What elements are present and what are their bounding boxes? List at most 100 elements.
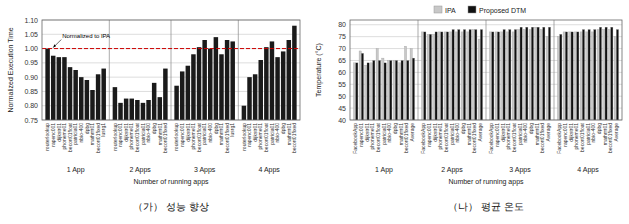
- bar: [529, 30, 531, 120]
- bar: [197, 47, 201, 120]
- bar: [475, 30, 477, 120]
- y-tick-label: 75: [338, 33, 346, 40]
- bar: [253, 74, 257, 120]
- bar: [446, 32, 448, 120]
- group-label: 1 App: [375, 166, 393, 174]
- y-tick-label: 40: [338, 117, 346, 124]
- bar: [258, 60, 262, 120]
- y-tick-label: 1.00: [24, 45, 38, 52]
- bar: [180, 71, 184, 120]
- y-tick-label: 0.85: [24, 88, 38, 95]
- bar: [469, 30, 471, 120]
- bar: [520, 27, 522, 120]
- bar: [247, 77, 251, 120]
- bar: [605, 27, 607, 120]
- y-tick-label: 1.10: [24, 17, 38, 24]
- bar: [393, 60, 395, 120]
- bar: [608, 30, 610, 120]
- bar: [565, 32, 567, 120]
- bar: [353, 63, 355, 120]
- bar: [503, 30, 505, 120]
- bar: [574, 32, 576, 120]
- bar: [450, 32, 452, 120]
- bar: [387, 60, 389, 120]
- group-label: 3 Apps: [509, 166, 531, 174]
- bar: [560, 34, 562, 120]
- bar: [62, 57, 66, 120]
- bar: [577, 32, 579, 120]
- bar: [472, 30, 474, 120]
- bar: [101, 69, 105, 120]
- y-tick-label: 1.05: [24, 31, 38, 38]
- bar: [365, 65, 367, 120]
- bar: [582, 30, 584, 120]
- bar: [588, 30, 590, 120]
- figure: 0.750.800.850.900.951.001.051.10Normaliz…: [0, 0, 629, 224]
- bar: [163, 69, 167, 120]
- bar: [461, 32, 463, 120]
- bar: [370, 63, 372, 120]
- bar: [135, 100, 139, 120]
- y-tick-label: 0.80: [24, 102, 38, 109]
- y-tick-label: 60: [338, 69, 346, 76]
- bar: [96, 74, 100, 120]
- y-tick-label: 80: [338, 21, 346, 28]
- y-tick-label: 45: [338, 105, 346, 112]
- legend-swatch: [468, 6, 476, 13]
- bar: [146, 100, 150, 120]
- title: （가） 성능 향상: [133, 201, 209, 212]
- bar: [275, 57, 279, 120]
- group-separator: [554, 20, 555, 120]
- bar: [410, 49, 412, 120]
- bar: [444, 32, 446, 120]
- bar: [518, 30, 520, 120]
- group-label: 2 Apps: [129, 166, 151, 174]
- x-tick-label: Average: [613, 123, 619, 142]
- group-label: 4 Apps: [258, 166, 280, 174]
- bar: [557, 37, 559, 120]
- x-tick-label: lusrg1: [100, 123, 106, 137]
- bar: [382, 58, 384, 120]
- bar: [480, 30, 482, 120]
- bar: [531, 27, 533, 120]
- bar: [421, 32, 423, 120]
- bar: [225, 40, 229, 120]
- x-tick-label: Average: [409, 123, 415, 142]
- bar: [390, 60, 392, 120]
- legend-label: Proposed DTM: [479, 7, 526, 15]
- bar: [373, 60, 375, 120]
- bar: [546, 37, 548, 120]
- bar: [376, 49, 378, 120]
- bar: [85, 80, 89, 120]
- group-label: 2 Apps: [441, 166, 463, 174]
- x-tick-label: becort01fixed: [291, 123, 297, 153]
- bar: [591, 32, 593, 120]
- bar: [509, 30, 511, 120]
- bar: [597, 30, 599, 120]
- bar: [214, 37, 218, 120]
- bar: [395, 60, 397, 120]
- bar: [458, 30, 460, 120]
- bar: [158, 97, 162, 120]
- x-axis-label: Number of running apps: [448, 178, 524, 186]
- bar: [452, 30, 454, 120]
- bar: [113, 87, 117, 120]
- bar: [616, 30, 618, 120]
- y-tick-label: 0.75: [24, 117, 38, 124]
- bar: [495, 32, 497, 120]
- bar: [603, 30, 605, 120]
- bars: [42, 26, 300, 120]
- bar: [202, 40, 206, 120]
- annotation-arrow: [53, 40, 61, 48]
- group-separator: [238, 20, 239, 120]
- bar: [611, 27, 613, 120]
- bar: [548, 27, 550, 120]
- bar: [441, 32, 443, 120]
- bar: [571, 32, 573, 120]
- group-label: 4 Apps: [577, 166, 599, 174]
- bar: [141, 103, 145, 120]
- y-tick-label: 0.95: [24, 59, 38, 66]
- bar: [270, 41, 274, 120]
- reference-line: [42, 48, 300, 49]
- chart: 0.750.800.850.900.951.001.051.10Normaliz…: [7, 17, 300, 213]
